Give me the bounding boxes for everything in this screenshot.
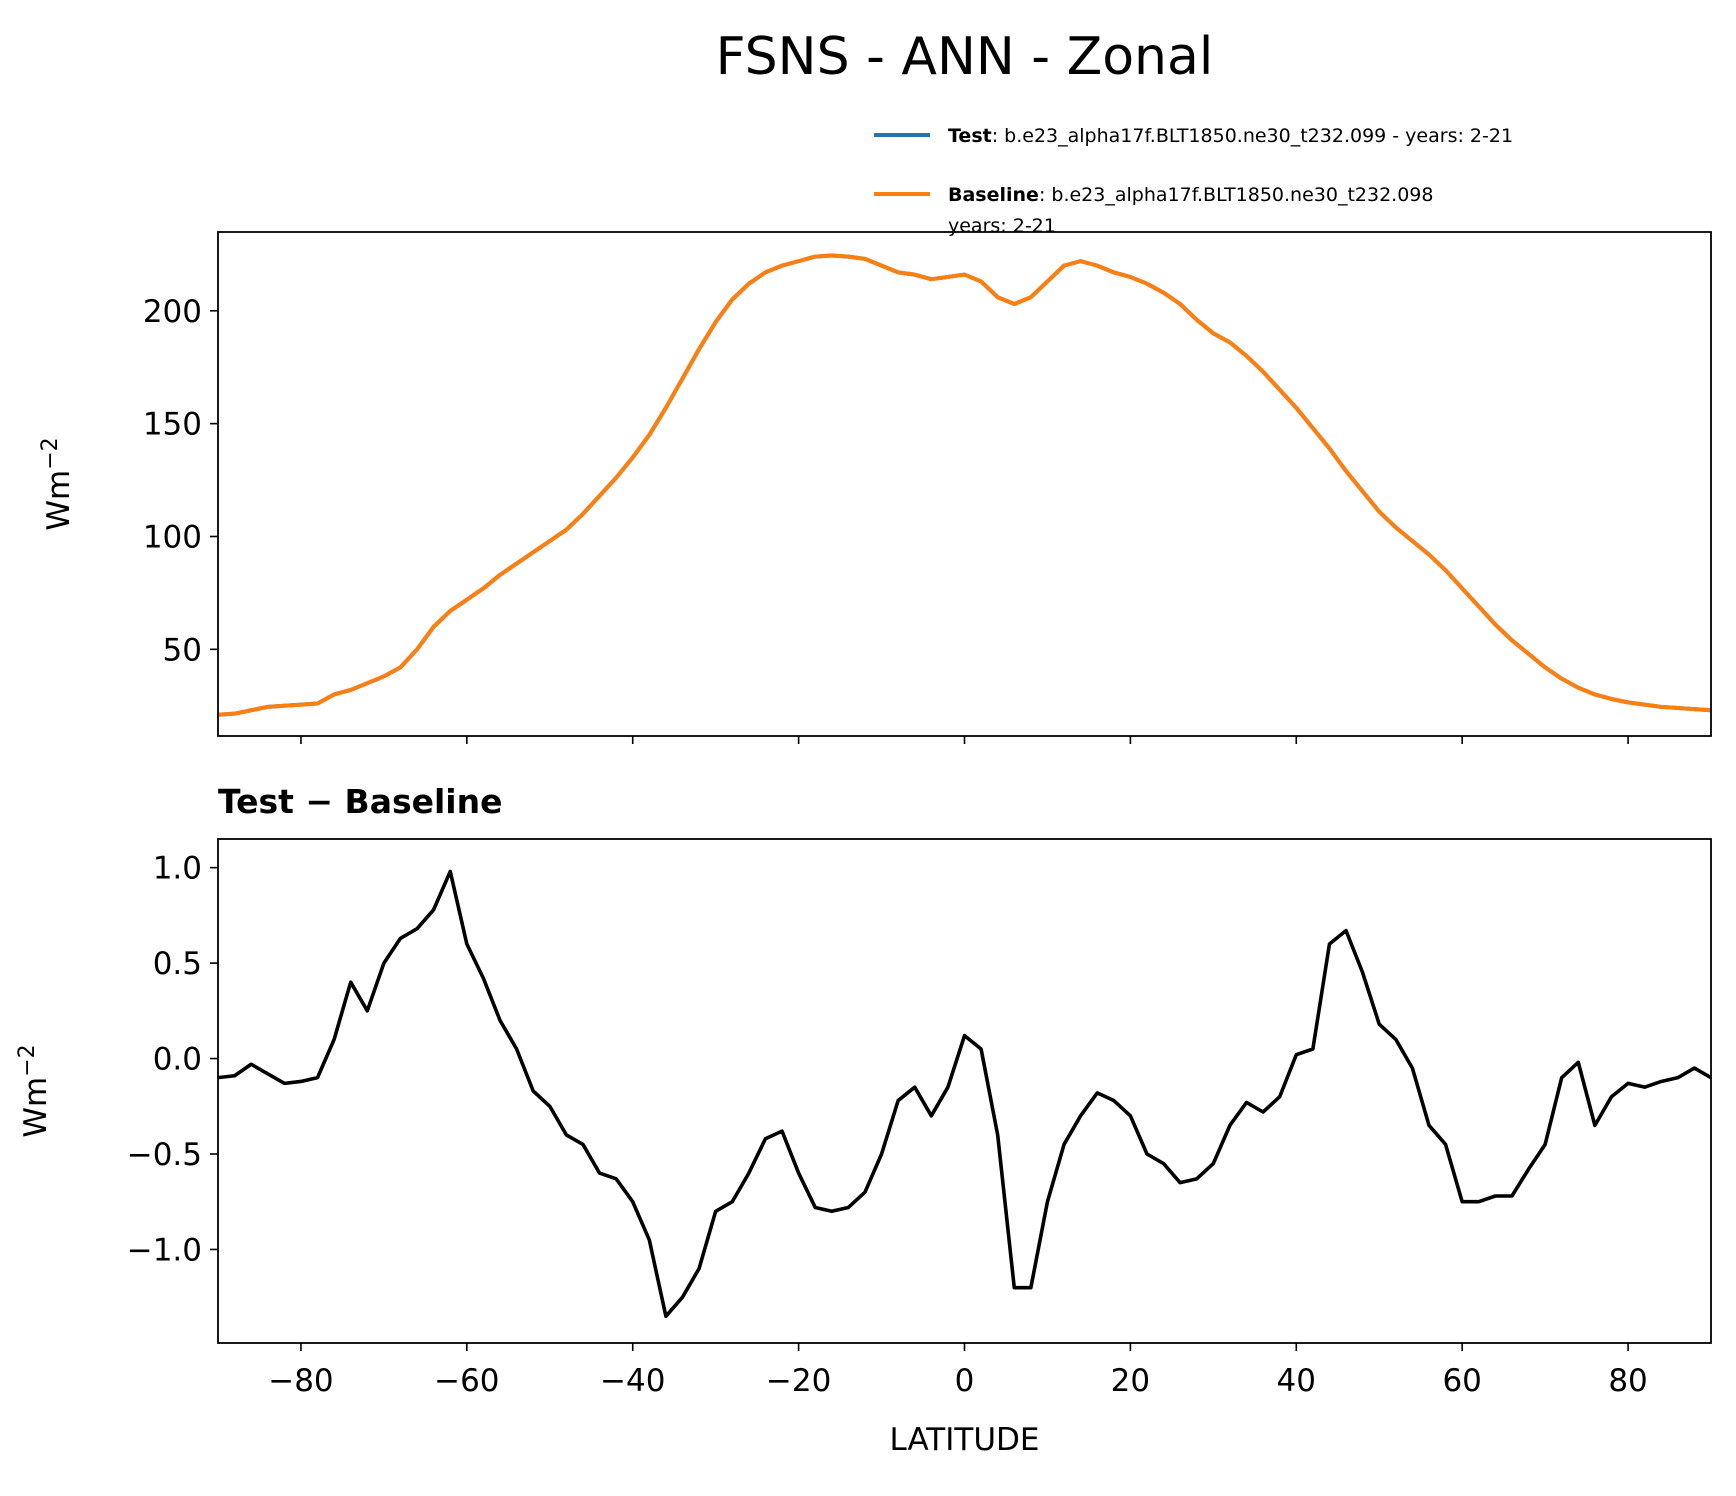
y-tick-label: 0.5 [153, 946, 202, 982]
x-tick-label: −40 [600, 1363, 665, 1399]
legend-label: Test: b.e23_alpha17f.BLT1850.ne30_t232.0… [948, 125, 1513, 147]
x-tick-label: 60 [1442, 1363, 1481, 1399]
x-tick-label: 80 [1608, 1363, 1647, 1399]
figure-title: FSNS - ANN - Zonal [716, 27, 1214, 87]
legend-text: : b.e23_alpha17f.BLT1850.ne30_t232.098 [1039, 184, 1434, 206]
legend-name: Test [948, 125, 992, 147]
y-tick-label: −1.0 [127, 1232, 202, 1268]
series-line [218, 869, 1711, 1319]
y-axis-label: Wm−2 [38, 437, 77, 530]
y-label-base: Wm [18, 1077, 54, 1138]
y-tick-label: −0.5 [127, 1137, 202, 1173]
series-line [218, 253, 1711, 717]
axes-frame [217, 231, 1712, 737]
y-label-sup: −2 [15, 1044, 40, 1076]
y-label-sup: −2 [38, 437, 63, 469]
x-tick-label: 40 [1277, 1363, 1316, 1399]
y-tick-label: 50 [163, 632, 202, 668]
y-axis-label: Wm−2 [15, 1044, 54, 1137]
x-tick-label: 20 [1111, 1363, 1150, 1399]
x-tick-label: 0 [955, 1363, 975, 1399]
legend-label: Baseline: b.e23_alpha17f.BLT1850.ne30_t2… [948, 184, 1433, 206]
axes-frame [217, 838, 1712, 1344]
legend-text: : b.e23_alpha17f.BLT1850.ne30_t232.099 -… [992, 125, 1513, 147]
legend-label: years: 2-21 [948, 215, 1056, 237]
legend-text: years: 2-21 [948, 215, 1056, 237]
y-tick-label: 1.0 [153, 851, 202, 887]
y-tick-label: 200 [143, 294, 202, 330]
y-label-base: Wm [41, 470, 77, 531]
y-tick-label: 0.0 [153, 1042, 202, 1078]
subplot-title: Test − Baseline [218, 782, 503, 821]
series-line [218, 253, 1711, 717]
y-tick-label: 150 [143, 407, 202, 443]
x-tick-label: −80 [268, 1363, 333, 1399]
x-tick-label: −60 [434, 1363, 499, 1399]
legend-name: Baseline [948, 184, 1039, 206]
x-axis-label: LATITUDE [890, 1422, 1040, 1458]
y-tick-label: 100 [143, 519, 202, 555]
x-tick-label: −20 [766, 1363, 831, 1399]
